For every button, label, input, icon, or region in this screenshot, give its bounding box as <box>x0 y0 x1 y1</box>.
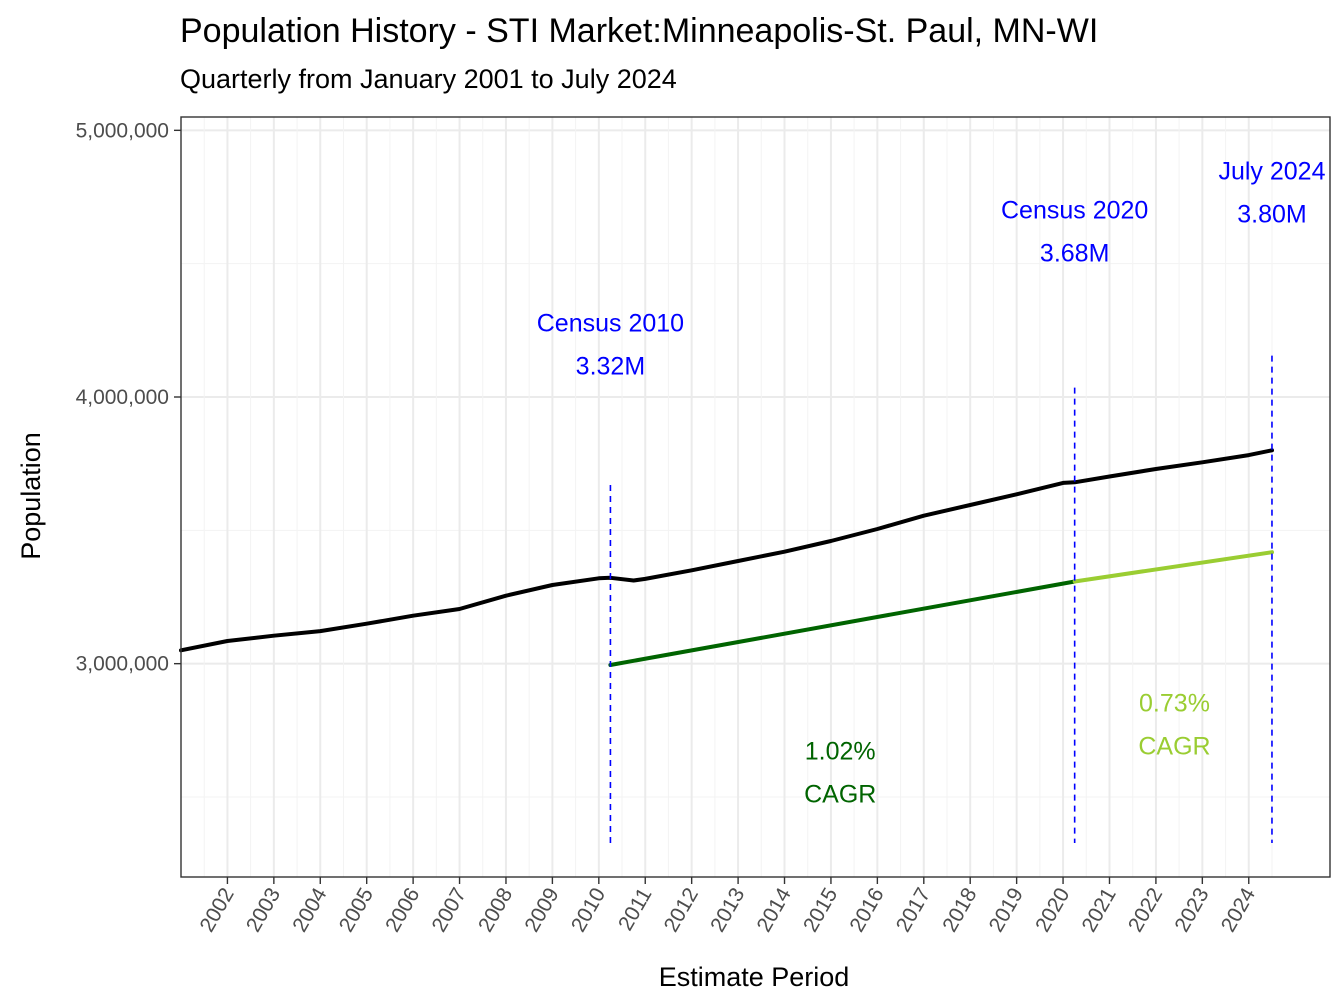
annotation-label: Census 2010 <box>537 310 684 338</box>
x-tick-label: 2011 <box>614 884 657 935</box>
annotation-label: CAGR <box>804 781 876 809</box>
annotation-label: 3.32M <box>576 353 645 381</box>
reference-lines <box>609 355 1273 843</box>
series-line-population <box>179 448 1274 653</box>
x-tick-label: 2009 <box>520 884 563 936</box>
x-tick-label: 2002 <box>195 884 238 936</box>
x-tick-label: 2017 <box>892 884 935 936</box>
x-tick-label: 2016 <box>845 884 888 936</box>
x-tick-label: 2007 <box>428 884 471 936</box>
x-tick-label: 2004 <box>288 884 331 936</box>
x-tick-label: 2023 <box>1170 884 1213 936</box>
x-tick-label: 2014 <box>753 884 796 936</box>
y-tick-label: 3,000,000 <box>76 653 169 676</box>
series-line-cagr-2020-2024 <box>1072 550 1274 584</box>
y-tick-label: 5,000,000 <box>76 119 169 142</box>
annotation-label: July 2024 <box>1218 158 1325 186</box>
annotations: Census 2010 3.32M Census 2020 3.68M July 202… <box>537 158 1326 809</box>
x-tick-label: 2018 <box>938 884 981 936</box>
x-tick-label: 2015 <box>799 884 842 936</box>
series-layer <box>179 448 1274 667</box>
x-tick-label: 2003 <box>242 884 285 936</box>
x-tick-label: 2022 <box>1124 884 1167 936</box>
x-tick-label: 2020 <box>1031 884 1074 936</box>
panel-border <box>180 116 1331 878</box>
chart-subtitle: Quarterly from January 2001 to July 2024 <box>180 64 677 94</box>
y-tick-label: 4,000,000 <box>76 386 169 409</box>
x-tick-label: 2021 <box>1078 884 1121 936</box>
x-tick-label: 2005 <box>335 884 378 936</box>
annotation-label: 3.68M <box>1040 239 1109 267</box>
x-tick-label: 2019 <box>985 884 1028 936</box>
y-axis-title: Population <box>16 432 46 560</box>
x-tick-label: 2006 <box>381 884 424 936</box>
x-tick-label: 2024 <box>1217 884 1260 936</box>
annotation-label: Census 2020 <box>1001 196 1148 224</box>
x-tick-label: 2012 <box>660 884 703 936</box>
annotation-label: 1.02% <box>805 738 876 766</box>
chart-title: Population History - STI Market:Minneapo… <box>180 12 1099 50</box>
grid <box>181 117 1330 877</box>
annotation-label: 3.80M <box>1237 201 1306 229</box>
x-axis-title: Estimate Period <box>659 962 850 992</box>
annotation-label: 0.73% <box>1139 690 1210 718</box>
annotation-label: CAGR <box>1138 733 1210 761</box>
series-line-cagr-2010-2020 <box>608 579 1077 667</box>
x-tick-label: 2010 <box>567 884 610 936</box>
x-tick-label: 2008 <box>474 884 517 936</box>
x-tick-label: 2013 <box>706 884 749 936</box>
